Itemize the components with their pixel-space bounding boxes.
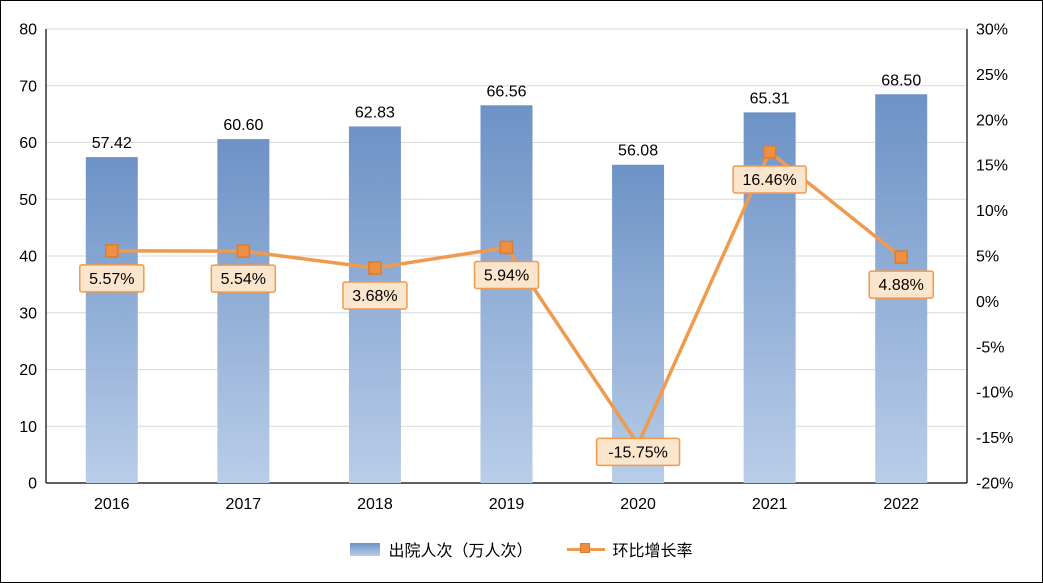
line-label-box-2018 [342,281,408,310]
bar-value-label: 68.50 [881,72,921,89]
line-label-text: -15.75% [608,444,668,461]
category-label: 2017 [226,496,262,513]
bar-value-label: 57.42 [92,135,132,152]
bar-value-label: 62.83 [355,104,395,121]
category-label: 2021 [752,496,788,513]
right-axis-tick-label: 5% [976,249,999,266]
line-label-box-2016 [79,264,145,293]
left-axis-tick-label: 40 [19,249,37,266]
line-marker-2018 [368,261,382,275]
line-label-text: 5.54% [221,271,266,288]
right-axis-tick-label: 15% [976,158,1008,175]
bar-2017 [217,139,270,483]
right-axis-tick-label: -20% [976,476,1013,493]
left-axis-tick-label: 70 [19,78,37,95]
line-marker-2022 [894,250,908,264]
line-marker-2017 [236,244,251,258]
bar-value-label: 65.31 [750,90,790,107]
line-label-box-2021 [732,165,807,194]
bar-2016 [85,157,138,484]
line-label-box-2020 [595,437,681,467]
line-marker-2016 [105,244,119,258]
bar-value-label: 56.08 [618,143,658,160]
category-label: 2016 [94,496,130,513]
line-label-box-2022 [868,270,934,299]
right-axis-tick-label: 20% [976,112,1008,129]
left-axis-tick-label: 50 [19,192,37,209]
right-axis-tick-label: -5% [976,339,1004,356]
right-axis-tick-label: 25% [976,67,1008,84]
line-label-text: 4.88% [879,277,924,294]
right-axis-tick-label: -10% [976,385,1013,402]
right-axis-tick-label: -15% [976,430,1013,447]
category-label: 2019 [489,496,525,513]
line-swatch-marker [579,543,590,553]
legend-item-bar-series: 出院人次（万人次） [350,537,533,561]
legend: 出院人次（万人次） 环比增长率 [1,537,1042,561]
bar-value-label: 66.56 [486,83,526,100]
line-marker-2019 [499,240,514,255]
bar-2019 [480,105,533,483]
line-label-text: 3.68% [352,288,397,305]
right-axis-tick-label: 30% [976,22,1008,39]
bar-2020 [612,164,665,483]
line-series-label: 环比增长率 [612,543,693,560]
left-axis-tick-label: 30 [19,305,37,322]
category-label: 2018 [357,496,393,513]
bar-series-swatch [350,542,381,556]
left-axis-tick-label: 60 [19,135,37,152]
left-axis-tick-label: 10 [19,419,37,436]
line-label-text: 16.46% [743,172,797,189]
legend-item-line-series: 环比增长率 [566,537,693,561]
right-axis-tick-label: 0% [976,294,999,311]
line-label-box-2019 [473,260,540,290]
line-label-box-2017 [210,264,277,293]
left-axis-tick-label: 20 [19,362,37,379]
category-label: 2020 [620,496,656,513]
line-series-swatch [566,542,605,556]
bar-value-label: 60.60 [223,117,263,134]
line-marker-2021 [762,145,777,159]
line-label-text: 5.57% [89,271,134,288]
line-label-text: 5.94% [484,267,529,284]
category-label: 2022 [883,496,919,513]
right-axis-tick-label: 10% [976,203,1008,220]
left-axis-tick-label: 0 [28,476,37,493]
bar-series-label: 出院人次（万人次） [388,543,533,560]
left-axis-tick-label: 80 [19,22,37,39]
